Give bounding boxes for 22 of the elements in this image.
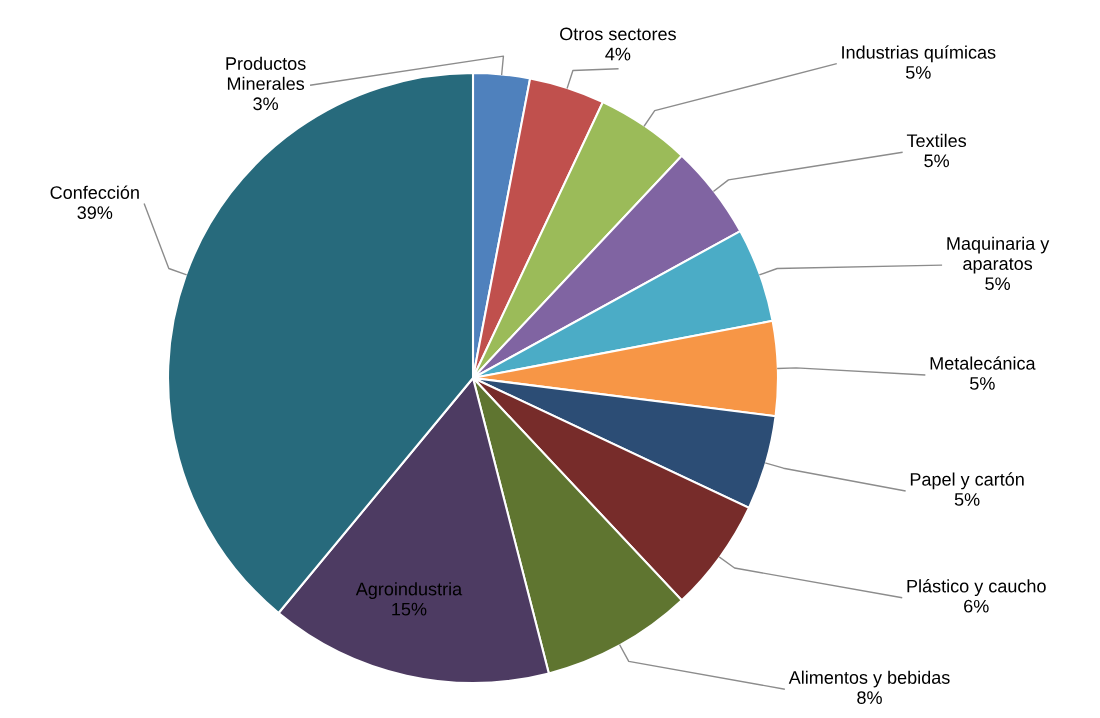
data-label: 3% bbox=[253, 97, 279, 111]
data-label: 5% bbox=[924, 154, 950, 168]
data-label: 5% bbox=[954, 493, 980, 506]
slice-label: Textiles bbox=[906, 133, 967, 148]
slice-label: Alimentos y bebidas bbox=[788, 670, 950, 688]
data-label: 6% bbox=[964, 599, 989, 613]
slice-label: Agroindustria bbox=[355, 582, 463, 600]
slice-label: Papel y cartón bbox=[910, 472, 1024, 490]
slice-label: Confección bbox=[50, 185, 139, 199]
data-label: 15% bbox=[392, 602, 427, 616]
slice-label: Maquinaria y aparatos bbox=[947, 236, 1050, 274]
slice-label: Otros sectores bbox=[560, 27, 676, 41]
data-label: 39% bbox=[77, 206, 113, 220]
data-label: 5% bbox=[905, 66, 931, 79]
data-label: 5% bbox=[970, 377, 995, 390]
data-label: 8% bbox=[857, 691, 882, 704]
slice-label: Metalecánica bbox=[930, 356, 1036, 370]
slice-label: Industrias químicas bbox=[842, 45, 996, 63]
slice-label: Productos Minerales bbox=[226, 56, 306, 91]
data-label: 5% bbox=[985, 277, 1011, 291]
data-label: 4% bbox=[605, 47, 631, 61]
slice-label: Plástico y caucho bbox=[907, 579, 1046, 597]
